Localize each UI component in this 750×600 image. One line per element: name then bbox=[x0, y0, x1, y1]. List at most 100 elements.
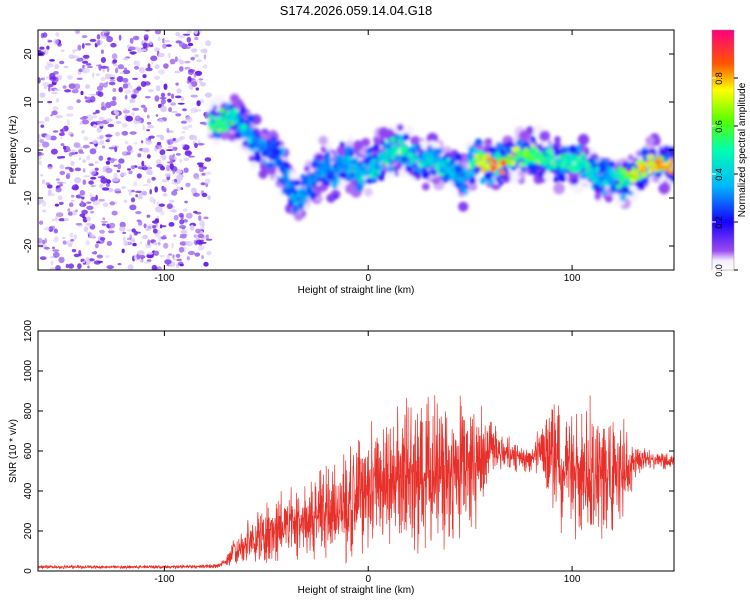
signal-blob bbox=[354, 167, 358, 171]
signal-blob bbox=[571, 164, 576, 168]
noise-blob bbox=[70, 238, 75, 242]
signal-blob bbox=[312, 175, 317, 179]
noise-blob bbox=[121, 123, 128, 128]
noise-blob bbox=[184, 200, 188, 204]
signal-blob bbox=[385, 151, 390, 156]
signal-blob bbox=[234, 131, 243, 140]
signal-blob bbox=[533, 148, 538, 154]
signal-blob bbox=[393, 142, 398, 147]
signal-blob bbox=[334, 171, 339, 175]
noise-blob bbox=[130, 165, 136, 170]
noise-blob bbox=[42, 209, 47, 213]
noise-blob bbox=[142, 184, 149, 187]
signal-blob bbox=[207, 120, 213, 126]
noise-blob bbox=[90, 176, 97, 180]
noise-blob bbox=[129, 204, 137, 211]
signal-blob bbox=[356, 175, 360, 178]
noise-blob bbox=[135, 190, 142, 193]
signal-blob bbox=[417, 168, 423, 174]
noise-blob bbox=[203, 48, 208, 54]
signal-blob bbox=[472, 148, 479, 155]
noise-blob bbox=[186, 36, 191, 43]
noise-blob bbox=[175, 253, 181, 258]
signal-blob bbox=[258, 169, 268, 179]
signal-blob bbox=[266, 152, 270, 156]
signal-blob bbox=[299, 194, 305, 199]
signal-blob bbox=[339, 161, 343, 165]
snr-y-tick-label: 600 bbox=[23, 442, 34, 459]
noise-blob bbox=[175, 153, 181, 156]
noise-blob bbox=[199, 226, 205, 230]
signal-blob bbox=[510, 161, 516, 166]
signal-blob bbox=[521, 167, 527, 173]
noise-blob bbox=[195, 87, 199, 91]
signal-blob bbox=[330, 175, 336, 181]
noise-blob bbox=[43, 227, 51, 231]
signal-blob bbox=[347, 135, 354, 142]
noise-blob bbox=[82, 159, 86, 163]
noise-blob bbox=[47, 166, 54, 170]
noise-blob bbox=[154, 64, 160, 70]
noise-blob bbox=[146, 259, 152, 262]
noise-blob bbox=[180, 120, 187, 124]
signal-blob bbox=[404, 145, 408, 149]
signal-blob bbox=[553, 146, 558, 151]
spectrogram-y-tick-label: -20 bbox=[23, 238, 34, 253]
signal-blob bbox=[475, 154, 480, 159]
noise-blob bbox=[198, 165, 204, 168]
signal-blob bbox=[495, 177, 502, 183]
snr-y-tick-label: 1200 bbox=[23, 319, 34, 342]
noise-blob bbox=[69, 232, 74, 238]
noise-blob bbox=[97, 260, 104, 263]
noise-blob bbox=[53, 38, 59, 45]
signal-blob bbox=[256, 144, 259, 148]
signal-blob bbox=[308, 191, 317, 200]
noise-blob bbox=[82, 168, 86, 173]
noise-blob bbox=[168, 154, 175, 161]
signal-blob bbox=[530, 143, 535, 148]
noise-blob bbox=[142, 234, 149, 240]
signal-blob bbox=[300, 180, 306, 185]
noise-blob bbox=[117, 263, 122, 266]
signal-blob bbox=[655, 171, 662, 179]
snr-xlabel: Height of straight line (km) bbox=[298, 585, 415, 596]
noise-blob bbox=[79, 122, 83, 125]
noise-blob bbox=[147, 239, 151, 246]
noise-blob bbox=[196, 59, 202, 63]
noise-blob bbox=[91, 251, 97, 255]
noise-blob bbox=[104, 73, 111, 80]
noise-blob bbox=[55, 178, 60, 181]
signal-blob bbox=[558, 154, 563, 158]
signal-blob bbox=[523, 160, 529, 167]
noise-blob bbox=[172, 138, 177, 141]
noise-blob bbox=[101, 223, 106, 226]
signal-blob bbox=[657, 164, 661, 169]
noise-blob bbox=[38, 199, 44, 204]
noise-blob bbox=[146, 169, 153, 175]
signal-blob bbox=[535, 157, 540, 161]
signal-blob bbox=[404, 165, 413, 173]
noise-blob bbox=[144, 165, 147, 172]
noise-blob bbox=[189, 134, 196, 140]
noise-blob bbox=[73, 253, 80, 258]
colorbar: 0.0 0.2 0.4 0.6 0.8 Normalized spectral ampl… bbox=[711, 29, 748, 277]
noise-blob bbox=[136, 173, 142, 179]
noise-blob bbox=[146, 253, 154, 259]
signal-blob bbox=[417, 157, 422, 163]
signal-blob bbox=[220, 123, 224, 126]
signal-blob bbox=[621, 168, 628, 175]
noise-blob bbox=[158, 146, 162, 151]
noise-blob bbox=[162, 234, 167, 238]
noise-blob bbox=[140, 49, 147, 52]
noise-blob bbox=[195, 177, 200, 181]
signal-blob bbox=[641, 167, 646, 172]
signal-blob bbox=[610, 173, 614, 177]
noise-blob bbox=[48, 63, 54, 68]
noise-blob bbox=[206, 251, 212, 256]
signal-blob bbox=[374, 159, 377, 163]
noise-blob bbox=[105, 255, 110, 258]
noise-blob bbox=[98, 116, 105, 121]
noise-blob bbox=[118, 158, 125, 164]
noise-blob bbox=[193, 30, 199, 35]
signal-blob bbox=[293, 200, 299, 206]
